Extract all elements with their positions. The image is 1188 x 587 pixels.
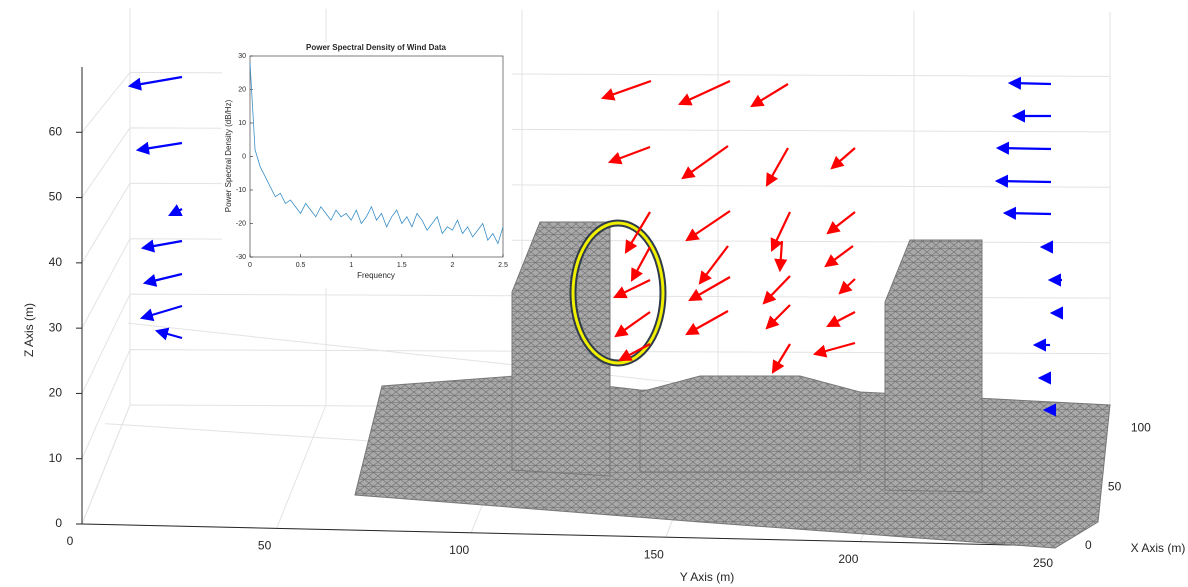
wind-arrow (767, 148, 788, 185)
wind-arrow (773, 344, 790, 372)
y-tick-label: 20 (238, 86, 246, 93)
inset-chart: Power Spectral Density of Wind Data Freq… (222, 42, 512, 288)
wind-arrow (832, 148, 855, 168)
wind-arrow (1005, 213, 1051, 214)
wind-arrow (687, 211, 730, 240)
wind-arrow (130, 77, 182, 86)
z-tick-label: 0 (55, 516, 62, 530)
wind-arrow (767, 305, 790, 328)
wind-arrow (998, 148, 1051, 149)
wind-arrow (828, 212, 855, 233)
wind-arrow (603, 81, 651, 98)
x-tick-label: 100 (1131, 421, 1151, 435)
y-tick-label: 150 (644, 547, 664, 561)
building-mesh (640, 376, 860, 472)
y-tick-label: -10 (236, 187, 246, 194)
wind-arrow (997, 181, 1051, 182)
z-tick-label: 10 (49, 451, 63, 465)
x-axis-label: X Axis (m) (1131, 541, 1186, 555)
wind-arrow (632, 247, 650, 280)
z-tick-label: 50 (49, 190, 63, 204)
grid-line (82, 8, 130, 524)
wind-arrow (680, 81, 730, 104)
x-tick-label: 2.5 (498, 262, 508, 269)
wind-arrow (687, 311, 728, 334)
wind-arrow (145, 274, 182, 283)
y-tick-label: -20 (236, 220, 246, 227)
wind-arrow (615, 280, 650, 297)
y-tick-label: -30 (236, 254, 246, 261)
wind-arrow (764, 276, 790, 303)
inset-axes (250, 56, 503, 257)
wind-arrow (826, 246, 853, 266)
y-tick-label: 100 (449, 543, 469, 557)
wind-arrow (616, 312, 650, 336)
z-tick-label: 20 (49, 386, 63, 400)
wind-arrow (142, 306, 182, 318)
y-tick-label: 250 (1033, 556, 1053, 570)
z-tick-label: 60 (49, 124, 63, 138)
y-axis-label: Y Axis (m) (680, 570, 734, 584)
wind-arrow (840, 279, 855, 293)
wind-arrow (157, 331, 182, 338)
wind-arrow (752, 84, 788, 106)
z-tick-label: 30 (49, 320, 63, 334)
wind-arrow (1010, 83, 1051, 84)
y-tick-label: 200 (838, 552, 858, 566)
wind-arrow (683, 146, 728, 178)
wind-arrow (700, 246, 728, 283)
x-tick-label: 1 (349, 262, 353, 269)
x-tick-label: 50 (1108, 479, 1122, 493)
wind-arrow (170, 209, 182, 215)
y-tick-label: 0 (242, 153, 246, 160)
building-mesh (885, 240, 982, 492)
x-tick-label: 0 (1085, 538, 1092, 552)
wind-arrow (138, 143, 182, 150)
wind-arrow (828, 312, 855, 326)
x-tick-label: 0.5 (296, 262, 306, 269)
x-tick-label: 1.5 (397, 262, 407, 269)
wind-arrow (143, 241, 182, 248)
inset-title: Power Spectral Density of Wind Data (306, 43, 447, 52)
z-axis-label: Z Axis (m) (22, 303, 36, 357)
wind-arrow (780, 241, 782, 270)
x-tick-label: 2 (450, 262, 454, 269)
wind-arrow (626, 212, 650, 252)
z-tick-label: 40 (49, 255, 63, 269)
y-tick-label: 10 (238, 120, 246, 127)
wind-arrow (610, 147, 650, 162)
x-tick-label: 0 (248, 262, 252, 269)
y-tick-label: 0 (67, 534, 74, 548)
inset-x-label: Frequency (357, 271, 395, 280)
figure: 0102030405060050100150200250050100 Z Axi… (0, 0, 1188, 587)
y-tick-label: 50 (258, 539, 272, 553)
inset-y-label: Power Spectral Density (dB/Hz) (224, 99, 233, 212)
y-tick-label: 30 (238, 53, 246, 60)
